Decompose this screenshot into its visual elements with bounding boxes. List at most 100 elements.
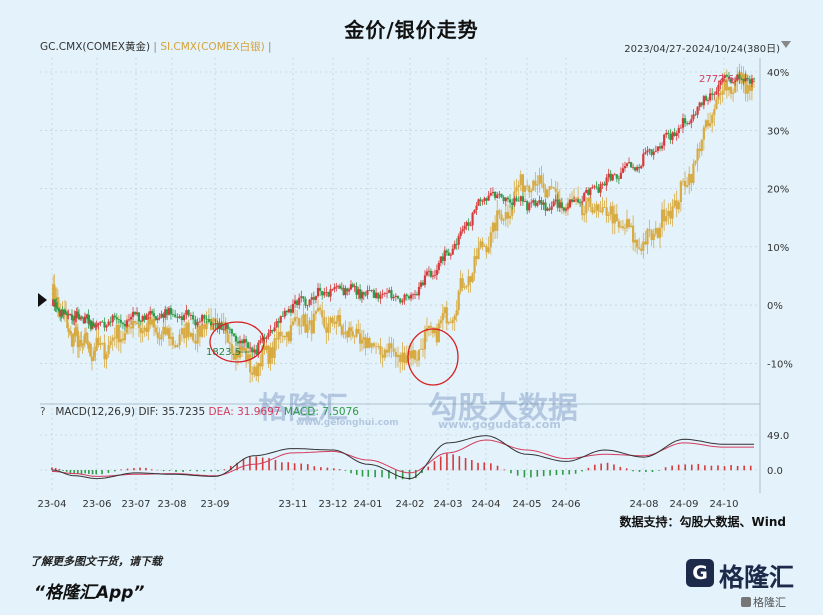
candle-body bbox=[455, 310, 458, 316]
candle-body bbox=[67, 328, 70, 332]
candle-body bbox=[360, 339, 364, 344]
candle-body bbox=[66, 314, 69, 316]
candle-body bbox=[55, 302, 58, 309]
candle-body bbox=[417, 349, 421, 361]
candle-body bbox=[123, 323, 127, 327]
candle-body bbox=[149, 316, 152, 325]
candle-body bbox=[69, 314, 72, 316]
candle-body bbox=[568, 199, 572, 208]
candle-body bbox=[385, 349, 389, 353]
candle-body bbox=[238, 340, 242, 344]
candle-body bbox=[154, 327, 157, 333]
candle-body bbox=[348, 289, 351, 292]
macd-params[interactable]: MACD(12,26,9) bbox=[55, 406, 136, 418]
candle-body bbox=[686, 185, 689, 187]
candle-body bbox=[519, 196, 522, 201]
candle-body bbox=[201, 315, 204, 322]
candle-body bbox=[721, 90, 724, 95]
candle-body bbox=[162, 313, 165, 318]
candle-body bbox=[572, 200, 576, 202]
candle-body bbox=[261, 345, 264, 367]
macd-macd-value: MACD: 7.5076 bbox=[283, 406, 359, 418]
legend-gold[interactable]: GC.CMX(COMEX黄金) bbox=[40, 41, 151, 53]
candle-body bbox=[127, 319, 131, 321]
macd-bar bbox=[287, 462, 290, 471]
candle-body bbox=[263, 345, 266, 351]
candle-body bbox=[340, 325, 343, 335]
candle-body bbox=[599, 211, 602, 213]
candle-body bbox=[619, 172, 622, 179]
candle-body bbox=[504, 212, 507, 220]
candle-body bbox=[340, 287, 343, 289]
macd-bar bbox=[268, 458, 270, 471]
macd-bar bbox=[62, 470, 64, 471]
candle-body bbox=[513, 198, 516, 206]
candle-body bbox=[310, 297, 313, 300]
macd-y-tick-label: 49.0 bbox=[767, 431, 789, 442]
candle-body bbox=[677, 127, 680, 134]
candle-body bbox=[437, 323, 440, 343]
candle-body bbox=[632, 167, 635, 169]
macd-bar bbox=[133, 468, 135, 471]
candle-body bbox=[255, 349, 258, 355]
candle-body bbox=[646, 229, 649, 245]
candle-body bbox=[291, 303, 295, 313]
date-range: 2023/04/27-2024/10/24(380日) bbox=[624, 44, 780, 55]
candle-body bbox=[88, 320, 91, 324]
macd-bar bbox=[606, 462, 609, 471]
candle-body bbox=[259, 362, 262, 367]
candle-body bbox=[528, 186, 531, 193]
macd-bar bbox=[51, 467, 53, 471]
candle-body bbox=[388, 343, 391, 353]
candle-body bbox=[379, 345, 382, 355]
macd-help-icon[interactable]: ? bbox=[40, 406, 46, 418]
collapse-chevron-icon[interactable] bbox=[781, 41, 791, 48]
candle-body bbox=[617, 221, 620, 228]
candle-body bbox=[321, 310, 324, 318]
candle-body bbox=[119, 319, 122, 323]
candle-body bbox=[506, 197, 510, 200]
candle-body bbox=[587, 197, 590, 202]
candle-body bbox=[706, 100, 710, 101]
candle-body bbox=[409, 350, 413, 359]
candle-body bbox=[331, 317, 334, 323]
candle-body bbox=[498, 210, 501, 215]
candle-body bbox=[532, 200, 535, 203]
candle-body bbox=[445, 307, 448, 324]
candle-body bbox=[683, 118, 687, 124]
candle-body bbox=[546, 190, 549, 198]
candle-body bbox=[379, 294, 382, 299]
candle-body bbox=[439, 256, 442, 263]
candle-body bbox=[558, 202, 561, 208]
macd-bar bbox=[477, 462, 479, 471]
candle-body bbox=[67, 314, 70, 316]
candle-body bbox=[435, 270, 438, 275]
candle-body bbox=[748, 84, 751, 91]
candle-body bbox=[591, 187, 594, 188]
candle-body bbox=[625, 219, 629, 228]
candle-body bbox=[75, 311, 78, 319]
candle-body bbox=[174, 314, 177, 317]
candle-body bbox=[431, 327, 434, 334]
macd-bar bbox=[632, 470, 634, 472]
candle-body bbox=[667, 132, 670, 135]
candle-body bbox=[700, 102, 703, 106]
candle-body bbox=[734, 80, 737, 82]
candle-body bbox=[717, 85, 720, 92]
candle-body bbox=[72, 333, 75, 347]
candle-body bbox=[192, 315, 195, 320]
candle-body bbox=[194, 340, 197, 344]
candle-body bbox=[654, 228, 657, 234]
candle-body bbox=[82, 318, 85, 324]
candle-body bbox=[663, 209, 666, 222]
candle-body bbox=[187, 310, 190, 316]
legend-silver[interactable]: SI.CMX(COMEX白银) bbox=[160, 41, 265, 53]
macd-bar bbox=[421, 470, 423, 474]
candle-body bbox=[222, 329, 225, 330]
candle-body bbox=[732, 92, 735, 94]
candle-body bbox=[312, 313, 315, 334]
candle-body bbox=[293, 300, 297, 304]
candle-body bbox=[548, 208, 551, 210]
candle-body bbox=[589, 187, 592, 195]
macd-bar bbox=[433, 461, 436, 471]
